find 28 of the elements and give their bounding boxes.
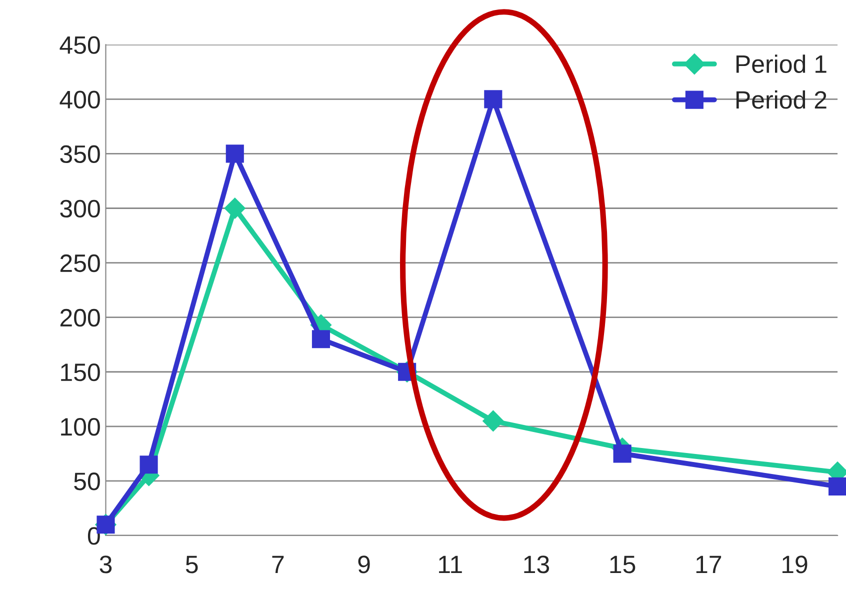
point [613, 444, 632, 463]
point [140, 456, 158, 474]
y-tick-label: 300 [60, 200, 100, 218]
y-tick-label: 400 [60, 90, 100, 108]
legend-label: Period 2 [736, 90, 826, 109]
point [828, 477, 846, 496]
x-tick-label: 3 [100, 556, 112, 574]
x-tick-label: 15 [610, 556, 636, 574]
y-tick-label: 200 [60, 308, 100, 327]
point [482, 410, 504, 432]
x-tick-label: 17 [696, 556, 722, 574]
x-tick-label: 5 [186, 556, 198, 574]
x-tick-label: 19 [782, 556, 808, 574]
y-tick-label: 50 [74, 472, 100, 490]
legend-label: Period 1 [736, 54, 826, 73]
x-tick-label: 7 [272, 556, 284, 574]
y-tick-label: 250 [60, 254, 100, 272]
x-tick-label: 13 [524, 556, 550, 574]
point [484, 90, 502, 108]
point [224, 198, 246, 219]
point [312, 330, 330, 348]
y-tick-label: 100 [61, 418, 100, 436]
y-tick-label: 450 [60, 36, 100, 54]
x-tick-label: 9 [358, 556, 370, 574]
x-tick-label: 11 [439, 556, 462, 574]
y-tick-label: 150 [61, 363, 100, 382]
y-tick-label: 350 [60, 145, 100, 164]
point [226, 144, 244, 163]
